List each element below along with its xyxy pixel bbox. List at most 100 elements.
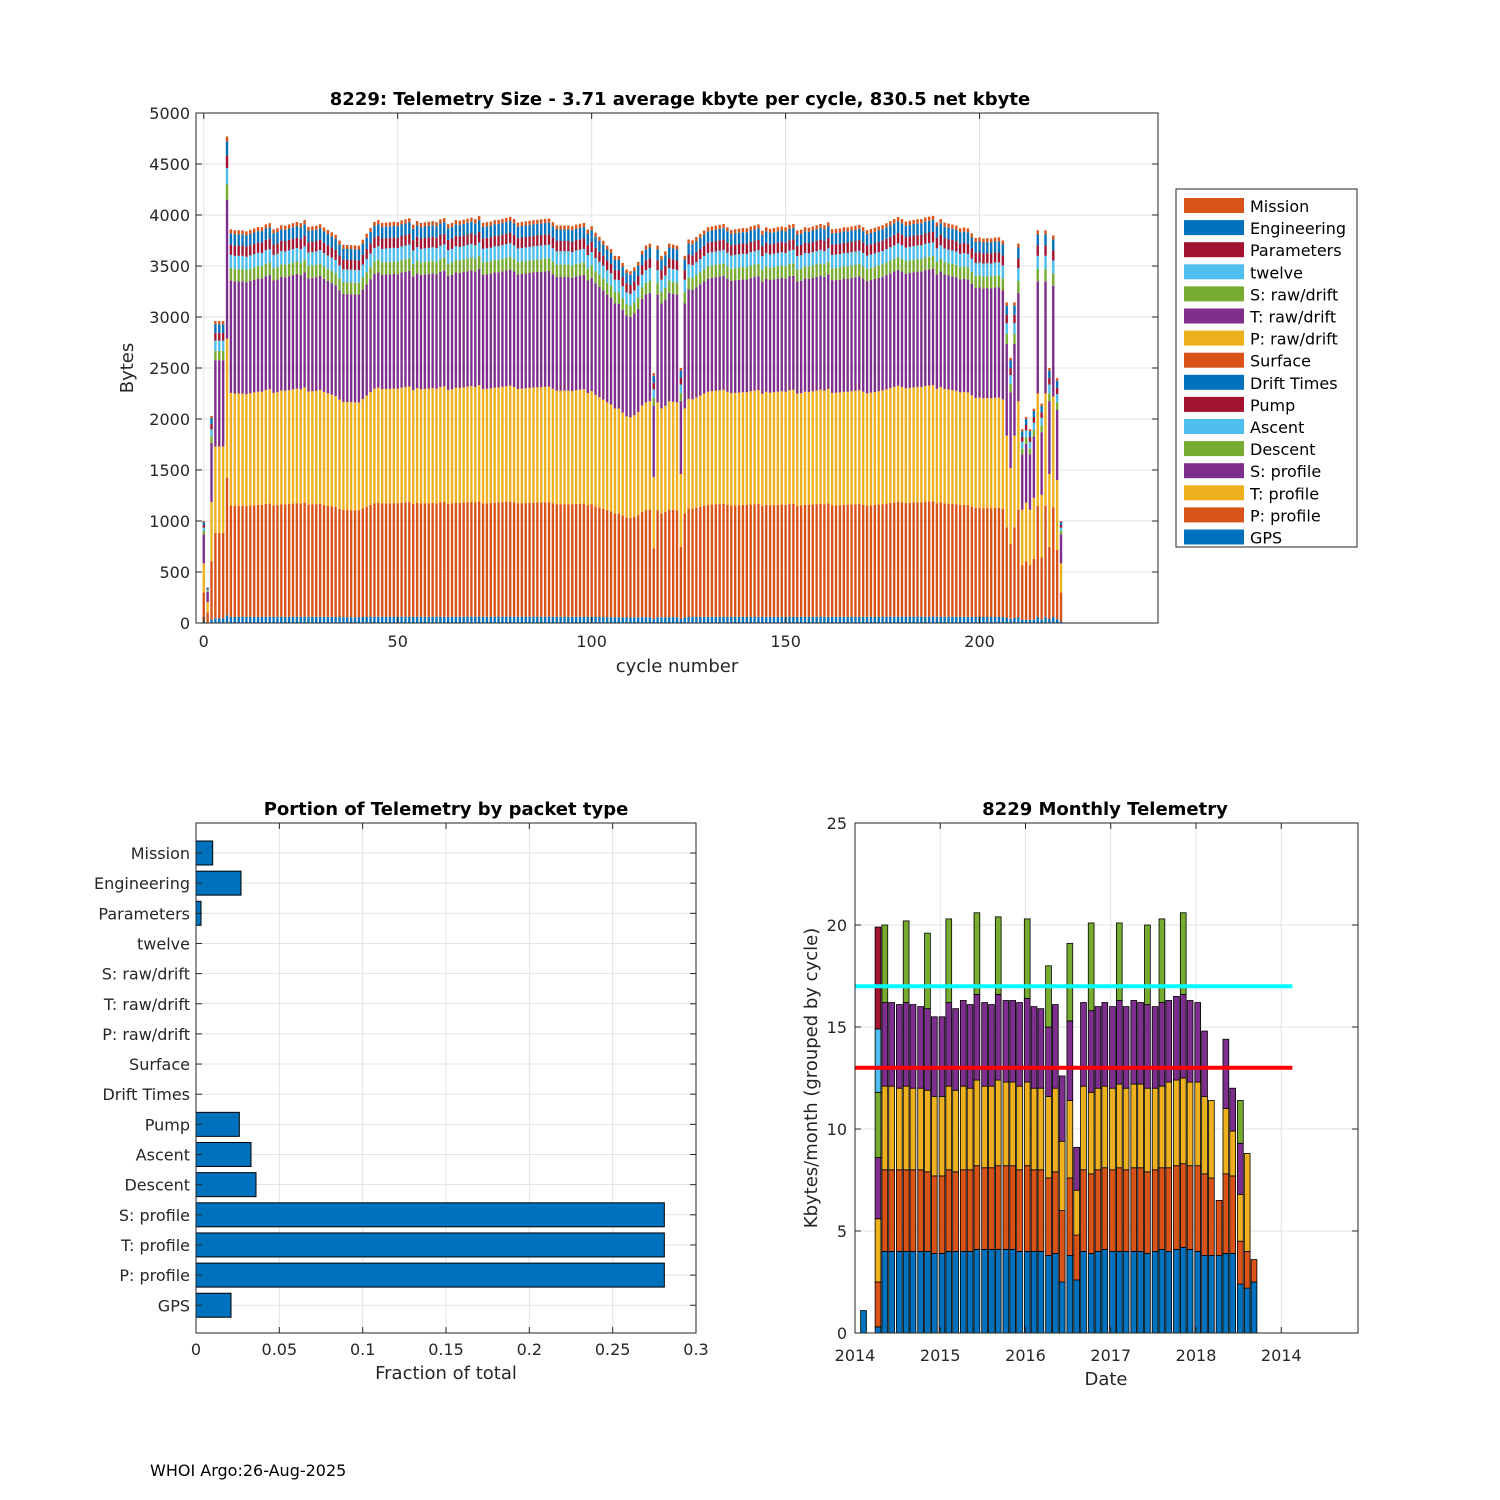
telemetry-bar-segment	[881, 240, 884, 252]
telemetry-bar-segment	[621, 262, 624, 267]
telemetry-bar-segment	[540, 387, 543, 503]
telemetry-bar-segment	[466, 244, 469, 259]
telemetry-ytick-label: 4500	[149, 155, 190, 174]
telemetry-bar-segment	[396, 222, 399, 227]
telemetry-bar-segment	[982, 617, 985, 623]
telemetry-bar-segment	[1024, 424, 1028, 431]
telemetry-bar-segment	[609, 511, 613, 618]
telemetry-bar-segment	[349, 282, 353, 295]
telemetry-bar-segment	[342, 617, 345, 623]
telemetry-bar-segment	[330, 236, 333, 248]
telemetry-cycle-bar	[1036, 230, 1039, 623]
telemetry-bar-segment	[264, 503, 268, 617]
telemetry-bar-segment	[776, 227, 780, 232]
telemetry-bar-segment	[1001, 255, 1005, 266]
telemetry-bar-segment	[974, 275, 977, 288]
telemetry-bar-segment	[858, 616, 861, 623]
telemetry-bar-segment	[446, 616, 450, 623]
monthly-bar-segment	[1016, 1169, 1023, 1252]
telemetry-bar-segment	[753, 264, 756, 278]
telemetry-bar-segment	[590, 251, 593, 266]
telemetry-bar-segment	[462, 235, 465, 246]
telemetry-bar-segment	[567, 240, 570, 252]
telemetry-bar-segment	[373, 616, 376, 623]
telemetry-bar-segment	[605, 510, 609, 618]
telemetry-bar-segment	[1028, 565, 1032, 620]
telemetry-bar-segment	[792, 223, 795, 229]
telemetry-bar-segment	[551, 274, 555, 389]
telemetry-bar-segment	[330, 283, 333, 395]
telemetry-bar-segment	[881, 390, 884, 505]
telemetry-bar-segment	[935, 388, 939, 504]
telemetry-bar-segment	[462, 502, 465, 617]
telemetry-bar-segment	[311, 241, 314, 252]
telemetry-bar-segment	[462, 272, 465, 388]
telemetry-bar-segment	[691, 244, 694, 256]
telemetry-bar-segment	[598, 251, 601, 262]
legend-swatch	[1184, 441, 1244, 457]
monthly-bar-segment	[1158, 918, 1166, 1003]
telemetry-bar-segment	[718, 224, 721, 229]
telemetry-bar-segment	[303, 220, 306, 225]
telemetry-bar-segment	[489, 503, 492, 617]
telemetry-bar-segment	[214, 340, 217, 351]
telemetry-bar-segment	[555, 264, 558, 278]
telemetry-bar-segment	[912, 387, 915, 503]
telemetry-bar-segment	[885, 616, 888, 623]
telemetry-bar-segment	[1021, 436, 1024, 442]
monthly-bar-segment	[973, 1248, 981, 1334]
telemetry-bar-segment	[637, 308, 640, 412]
telemetry-bar-segment	[679, 401, 683, 474]
telemetry-bar-segment	[330, 257, 333, 271]
monthly-bar	[1094, 1006, 1102, 1334]
telemetry-bar-segment	[512, 271, 516, 387]
telemetry-bar-segment	[974, 241, 977, 253]
telemetry-bar-segment	[349, 249, 353, 260]
telemetry-cycle-bar	[380, 222, 384, 623]
telemetry-cycle-bar	[621, 262, 624, 623]
telemetry-bar-segment	[474, 616, 477, 623]
telemetry-bar-segment	[811, 265, 814, 278]
telemetry-bar-segment	[1036, 255, 1039, 270]
telemetry-bar-segment	[772, 232, 776, 244]
telemetry-bar-segment	[815, 616, 818, 623]
telemetry-bar-segment	[477, 242, 481, 257]
telemetry-bar-segment	[633, 281, 636, 291]
telemetry-cycle-bar	[501, 218, 504, 623]
telemetry-bar-segment	[858, 250, 861, 265]
telemetry-bar-segment	[446, 228, 450, 240]
telemetry-bar-segment	[225, 338, 229, 478]
telemetry-bar-segment	[1024, 561, 1028, 620]
telemetry-bar-segment	[823, 240, 826, 252]
monthly-bar-segment	[1115, 1083, 1123, 1169]
telemetry-bar-segment	[827, 248, 830, 262]
telemetry-bar-segment	[590, 265, 593, 278]
telemetry-bar-segment	[256, 242, 260, 253]
monthly-bar-segment	[959, 1085, 967, 1171]
monthly-bar-segment	[1030, 1087, 1038, 1171]
telemetry-bar-segment	[838, 279, 842, 393]
telemetry-bar-segment	[435, 503, 438, 617]
telemetry-bar-segment	[861, 252, 865, 267]
telemetry-bar-segment	[815, 276, 818, 391]
telemetry-bar-segment	[574, 224, 578, 229]
telemetry-bar-segment	[284, 225, 287, 230]
telemetry-bar-segment	[509, 243, 512, 257]
telemetry-bar-segment	[939, 258, 942, 272]
telemetry-bar-segment	[753, 225, 756, 230]
telemetry-cycle-bar	[334, 234, 337, 623]
monthly-bar	[1052, 1004, 1059, 1334]
telemetry-bar-segment	[749, 241, 752, 253]
telemetry-bar-segment	[640, 254, 644, 266]
telemetry-cycle-bar	[1028, 429, 1032, 623]
monthly-bar-segment	[1173, 1165, 1180, 1250]
telemetry-bar-segment	[796, 393, 799, 506]
telemetry-bar-segment	[419, 503, 423, 617]
telemetry-bar-segment	[807, 227, 811, 232]
telemetry-bar-segment	[990, 253, 993, 264]
telemetry-bar-segment	[291, 249, 295, 263]
telemetry-bar-segment	[307, 230, 310, 243]
telemetry-bar-segment	[761, 393, 764, 506]
telemetry-bar-segment	[574, 240, 578, 251]
telemetry-bar-segment	[990, 288, 993, 399]
